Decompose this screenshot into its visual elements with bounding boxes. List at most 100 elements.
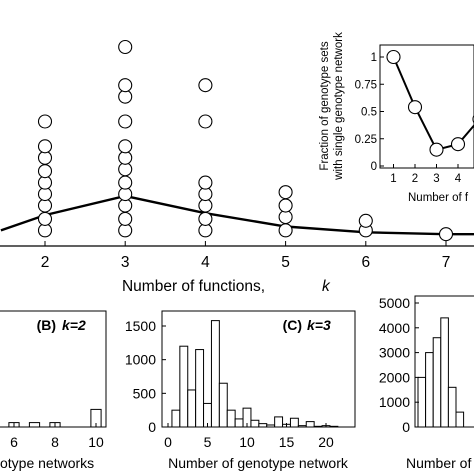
inset-x-tick-label: 4 [455,173,462,185]
panel-c: 0 5 10 15 20 0 500 1000 1500 (C) k=3 Number of … [125,310,356,471]
inset-point [386,49,401,65]
panel-d-bar [455,411,465,428]
inset-points [386,49,474,157]
main-point [278,223,293,238]
panel-c-x-tick-label: 10 [239,434,255,450]
inset-line [392,56,474,151]
panel-d-bar [417,376,427,428]
panel-c-x-axis-label: Number of genotype network [168,455,349,471]
panel-b-x-ticks: 6 8 10 [10,423,104,450]
main-point [118,139,133,154]
panel-c-x-tick-label: 0 [164,434,172,450]
panel-b-label: (B) [37,317,56,333]
main-x-tick-label: 6 [361,254,370,271]
panel-c-bar [274,416,284,428]
panel-b-x-tick-label: 6 [10,434,18,450]
main-point [37,114,53,129]
panel-c-bars [171,320,339,428]
main-x-axis-symbol: k [322,278,331,295]
panel-c-bar [226,409,236,428]
panel-c-label: (C) [283,317,302,333]
inset-x-tick-label: 2 [412,173,418,185]
panel-b: 6 8 10 (B) k=2 otype networks [0,310,107,471]
inset-frame [379,44,474,169]
panel-d-bar [440,317,449,428]
panel-d-bar [432,337,442,428]
main-point [118,114,133,129]
inset-y-tick-label: 1 [371,52,377,64]
inset-y-axis-label-line2: with single genotype network [333,32,345,181]
panel-d-x-axis-label: Number of [406,455,471,471]
panel-c-bar [297,425,307,428]
main-points [37,39,454,242]
panel-c-x-ticks: 0 5 10 15 20 [164,423,334,450]
panel-d: 0 1000 2000 3000 4000 5000 Number of [379,295,474,471]
panel-d-bar [425,352,434,428]
panel-b-x-axis-label: otype networks [0,455,94,471]
panel-c-bar [195,349,205,428]
main-point [198,114,213,129]
panel-c-y-tick-label: 1500 [125,318,156,334]
main-x-tick-label: 2 [41,254,50,271]
main-panel: 2 3 4 5 6 7 Number of functions, k [0,39,474,295]
panel-c-k-label: k=3 [307,317,331,333]
main-point [118,78,133,93]
panel-d-y-tick-label: 4000 [379,320,410,336]
panel-b-bar [28,422,41,428]
panel-c-bar [250,419,260,428]
inset-y-tick-label: 0.5 [361,107,377,119]
main-x-tick-labels: 2 3 4 5 6 7 [41,254,451,271]
panel-d-y-tick-label: 1000 [379,394,410,410]
panel-d-y-tick-label: 2000 [379,369,410,385]
panel-b-x-tick-label: 10 [88,434,104,450]
inset-x-ticks: 12345 [390,164,462,185]
panel-c-bar [179,345,189,428]
main-point [278,185,293,200]
main-point [198,211,213,226]
main-point [198,78,213,93]
panel-d-y-tick-label: 0 [402,419,410,435]
inset-point [407,100,423,115]
panel-c-bar [234,418,244,428]
main-x-tick-label: 4 [201,254,210,271]
panel-c-bar [258,423,268,428]
panel-c-x-tick-label: 5 [204,434,212,450]
panel-c-y-tick-label: 0 [148,419,156,435]
panel-c-bar [305,421,315,428]
main-mean-line [0,194,474,236]
main-x-axis-label: Number of functions, [122,278,265,295]
main-x-tick-marks [44,241,447,246]
panel-b-k-label: k=2 [62,317,86,333]
panel-c-y-tick-label: 500 [133,385,157,401]
panel-d-y-tick-label: 5000 [379,295,410,311]
inset-panel: 00.250.50.751 12345 Fraction of genotype… [319,32,474,204]
main-x-tick-label: 5 [281,254,290,271]
inset-x-tick-label: 1 [390,173,396,185]
main-point [198,175,213,190]
main-point [37,164,53,179]
panel-d-y-tick-label: 3000 [379,345,410,361]
panel-c-y-ticks: 0 500 1000 1500 [125,318,166,435]
main-point [118,175,133,190]
inset-y-tick-label: 0.75 [355,79,377,91]
main-x-tick-label: 3 [121,254,130,271]
main-point [118,39,133,55]
panel-b-bars [8,408,102,428]
panel-c-bar [187,389,197,428]
panel-c-bar [329,425,339,428]
main-point [37,211,53,226]
main-point [118,211,133,226]
panel-c-x-tick-label: 15 [279,434,295,450]
inset-y-tick-label: 0.25 [355,134,377,146]
panel-d-bar [447,386,457,428]
inset-y-ticks: 0 0.25 0.5 0.75 1 [355,52,384,173]
inset-y-axis-label-line1: Fraction of genotype sets [319,41,331,170]
panel-c-bar [313,425,323,428]
main-point [438,227,454,242]
panel-d-y-ticks: 0 1000 2000 3000 4000 5000 [379,295,419,435]
panel-d-bars [417,317,465,428]
inset-point [450,137,466,152]
main-x-tick-label: 7 [442,254,451,271]
panel-b-x-tick-label: 8 [51,434,59,450]
